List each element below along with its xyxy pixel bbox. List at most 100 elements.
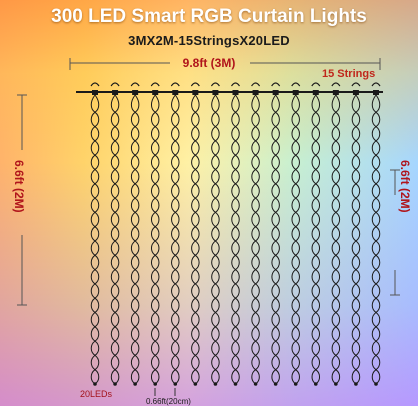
string-end <box>374 382 378 386</box>
string-end <box>153 382 158 386</box>
string-hook <box>371 82 381 87</box>
string-wire <box>231 94 237 385</box>
string-wire <box>114 94 120 385</box>
string-end <box>133 382 137 386</box>
string-connector <box>132 90 139 95</box>
string-connector <box>152 90 159 95</box>
product-title: 300 LED Smart RGB Curtain Lights <box>51 6 367 27</box>
string-wire <box>211 94 217 385</box>
string-hook <box>210 82 220 87</box>
string-wire <box>254 94 260 385</box>
light-string <box>251 82 261 386</box>
string-wire <box>314 94 321 385</box>
string-hook <box>331 82 341 87</box>
string-hook <box>311 82 321 87</box>
light-string <box>331 82 341 386</box>
string-hook <box>90 82 100 87</box>
string-connector <box>373 90 379 95</box>
string-wire <box>191 94 197 385</box>
light-string <box>311 82 321 386</box>
string-connector <box>312 90 319 95</box>
string-wire <box>311 94 317 385</box>
string-connector <box>172 90 179 95</box>
light-string <box>271 82 281 386</box>
string-hook <box>291 82 301 87</box>
string-wire <box>150 94 157 385</box>
string-wire <box>234 94 240 385</box>
string-end <box>354 382 358 386</box>
light-string <box>210 82 220 386</box>
string-wire <box>110 94 116 385</box>
spacing-marker <box>154 388 176 396</box>
string-end <box>293 382 298 386</box>
string-wire <box>271 94 277 385</box>
string-hook <box>190 82 200 87</box>
string-wire <box>351 94 357 385</box>
light-string <box>190 82 200 386</box>
light-string <box>110 82 120 386</box>
string-wire <box>194 94 200 385</box>
light-string <box>170 82 180 386</box>
string-wire <box>274 94 280 385</box>
string-wire <box>355 94 361 385</box>
light-string <box>90 82 100 386</box>
string-wire <box>334 94 341 385</box>
string-end <box>253 382 258 386</box>
string-end <box>313 382 318 386</box>
string-wire <box>331 94 337 385</box>
string-end <box>334 382 338 386</box>
string-hook <box>110 82 120 87</box>
string-connector <box>212 90 219 95</box>
string-end <box>193 382 198 386</box>
string-end <box>93 382 97 386</box>
width-label: 9.8ft (3M) <box>182 56 236 70</box>
light-string <box>130 82 140 386</box>
string-hook <box>170 82 180 87</box>
leds-per-string-label: 20LEDs <box>80 389 113 399</box>
string-wire <box>294 94 300 385</box>
string-wire <box>251 94 257 385</box>
string-spacing-label: 0.66ft(20cm) <box>146 397 191 406</box>
height-dimension-line-left <box>17 94 27 306</box>
string-connector <box>92 90 98 95</box>
light-string <box>231 82 240 386</box>
string-hook <box>271 82 281 87</box>
light-string <box>371 82 381 386</box>
string-hook <box>130 82 140 87</box>
string-connector <box>192 90 199 95</box>
light-string <box>291 82 301 386</box>
string-end <box>233 382 238 386</box>
string-connector <box>292 90 299 95</box>
string-hook <box>351 82 361 87</box>
string-wire <box>214 94 220 385</box>
light-strings <box>90 82 381 386</box>
string-wire <box>154 94 160 385</box>
string-hook <box>251 82 261 87</box>
product-subtitle: 3MX2M-15StringsX20LED <box>128 33 290 48</box>
string-connector <box>232 90 239 95</box>
string-connector <box>252 90 259 95</box>
string-end <box>173 382 178 386</box>
string-hook <box>231 82 240 87</box>
light-string <box>351 82 361 386</box>
string-end <box>213 382 218 386</box>
height-dimension-line-right <box>390 169 400 296</box>
string-wire <box>130 94 137 385</box>
string-end <box>273 382 278 386</box>
string-wire <box>375 94 381 385</box>
string-connector <box>272 90 279 95</box>
string-wire <box>94 94 100 385</box>
light-string <box>150 82 160 386</box>
string-wire <box>171 94 177 385</box>
string-wire <box>174 94 180 385</box>
string-hook <box>150 82 160 87</box>
string-connector <box>332 90 339 95</box>
strings-count-label: 15 Strings <box>322 68 376 80</box>
string-end <box>113 382 117 386</box>
string-wire <box>371 94 377 385</box>
string-connector <box>112 90 119 95</box>
string-wire <box>291 94 297 385</box>
string-wire <box>90 94 96 385</box>
width-dimension-line <box>69 58 381 70</box>
